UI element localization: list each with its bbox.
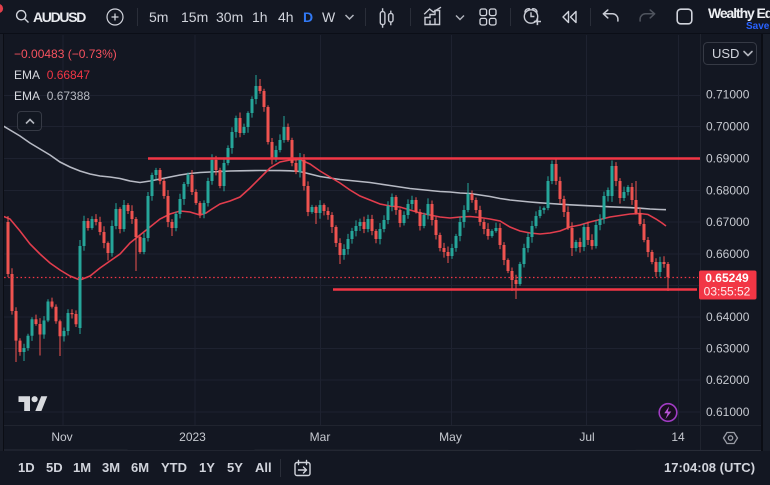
svg-text:03:55:52: 03:55:52: [704, 285, 751, 299]
svg-text:May: May: [439, 430, 462, 444]
svg-text:0.63000: 0.63000: [706, 341, 750, 355]
svg-text:0.69000: 0.69000: [706, 151, 750, 165]
svg-text:0.67000: 0.67000: [706, 215, 750, 229]
svg-text:USD: USD: [712, 46, 739, 61]
svg-text:2023: 2023: [179, 430, 206, 444]
svg-text:0.65249: 0.65249: [705, 271, 749, 285]
svg-text:0.62000: 0.62000: [706, 373, 750, 387]
svg-text:Jul: Jul: [579, 430, 594, 444]
svg-text:0.70000: 0.70000: [706, 119, 750, 133]
svg-text:0.64000: 0.64000: [706, 310, 750, 324]
svg-text:0.66000: 0.66000: [706, 247, 750, 261]
svg-text:14: 14: [671, 430, 685, 444]
svg-text:0.71000: 0.71000: [706, 87, 750, 101]
svg-text:Nov: Nov: [51, 430, 72, 444]
svg-text:0.68000: 0.68000: [706, 183, 750, 197]
svg-text:0.61000: 0.61000: [706, 405, 750, 419]
svg-text:Mar: Mar: [310, 430, 331, 444]
